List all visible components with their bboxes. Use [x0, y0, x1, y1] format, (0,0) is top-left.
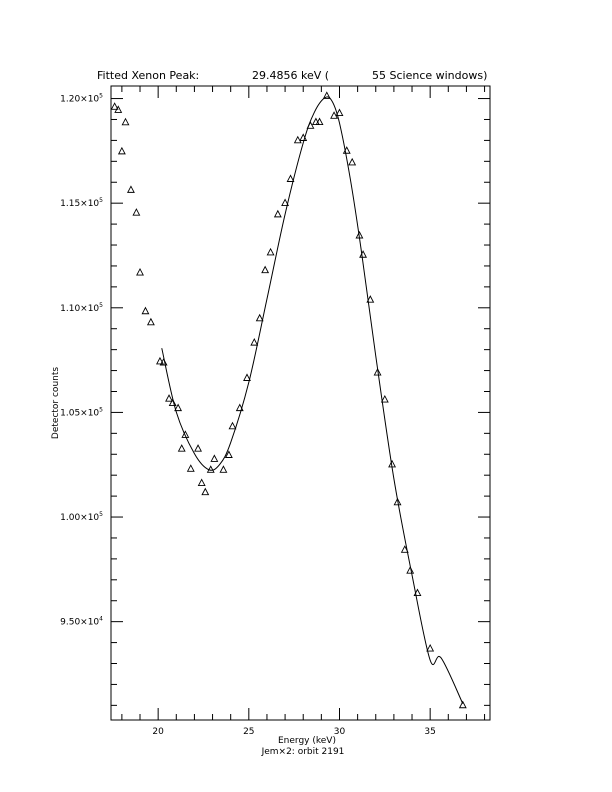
data-point-triangle [373, 367, 382, 376]
data-point-triangle [393, 497, 402, 506]
data-point-triangle [250, 338, 259, 346]
y-tick-label: 1.10×105 [60, 302, 103, 314]
x-tick-label: 20 [152, 727, 164, 737]
data-point-triangle [380, 394, 389, 403]
data-point-triangle [359, 250, 368, 258]
y-tick-label: 1.00×105 [60, 511, 103, 523]
y-tick-label: 9.50×104 [60, 616, 103, 628]
data-point-triangle [243, 373, 251, 381]
data-point-triangle [330, 111, 338, 119]
footer-orbit-label: Jem×2: orbit 2191 [261, 747, 345, 757]
data-point-triangle [366, 295, 375, 303]
data-markers [110, 91, 467, 709]
data-point-triangle [335, 108, 344, 117]
data-point-triangle [186, 464, 195, 472]
data-point-triangle [117, 146, 126, 155]
x-axis-label: Energy (keV) [278, 736, 336, 746]
data-point-triangle [348, 157, 357, 166]
chart-title-windows: 55 Science windows) [372, 69, 487, 82]
data-point-triangle [426, 643, 435, 652]
data-point-triangle [168, 398, 177, 407]
y-tick-label: 1.15×105 [60, 197, 103, 209]
x-tick-label: 25 [243, 727, 254, 737]
fit-curve-line [161, 96, 464, 704]
data-point-triangle [156, 356, 164, 365]
data-point-triangle [132, 208, 141, 216]
data-point-triangle [174, 403, 183, 412]
data-point-triangle [210, 454, 219, 462]
data-point-triangle [224, 450, 233, 458]
data-point-triangle [194, 444, 202, 452]
data-point-triangle [266, 247, 275, 256]
data-point-triangle [255, 313, 264, 322]
chart-title-energy: 29.4856 keV ( [252, 69, 329, 82]
data-point-triangle [114, 105, 123, 113]
plot-frame [110, 85, 491, 721]
data-point-triangle [201, 487, 210, 496]
data-point-triangle [177, 444, 186, 452]
data-point-triangle [400, 545, 409, 553]
y-tick-label: 1.05×105 [60, 406, 103, 418]
data-point-triangle [121, 117, 130, 126]
data-point-triangle [159, 357, 168, 366]
data-point-triangle [136, 267, 144, 276]
x-tick-label: 30 [334, 727, 346, 737]
data-point-triangle [181, 430, 190, 438]
data-point-triangle [261, 265, 270, 274]
data-point-triangle [273, 209, 282, 218]
axis-tick-labels: 20 25 30 35 9.50×104 1.00×105 1.05×105 1.10×105… [60, 93, 436, 737]
data-point-triangle [458, 700, 467, 709]
data-point-triangle [281, 198, 290, 207]
data-point-triangle [293, 135, 302, 144]
data-point-triangle [165, 394, 173, 402]
data-point-triangle [219, 465, 228, 473]
data-point-triangle [406, 566, 415, 574]
data-point-triangle [228, 421, 237, 430]
y-tick-label: 1.20×105 [60, 93, 103, 105]
data-point-triangle [235, 403, 244, 412]
data-point-triangle [110, 102, 119, 110]
data-point-triangle [286, 174, 295, 182]
chart-title-prefix: Fitted Xenon Peak: [97, 69, 199, 82]
data-point-triangle [197, 478, 206, 486]
y-axis-label: Detector counts [51, 367, 61, 439]
data-point-triangle [146, 317, 155, 326]
data-point-triangle [315, 117, 324, 126]
data-point-triangle [141, 306, 150, 315]
data-point-triangle [322, 91, 331, 99]
axis-ticks [111, 86, 490, 720]
data-point-triangle [127, 185, 135, 193]
x-tick-label: 35 [424, 727, 435, 737]
